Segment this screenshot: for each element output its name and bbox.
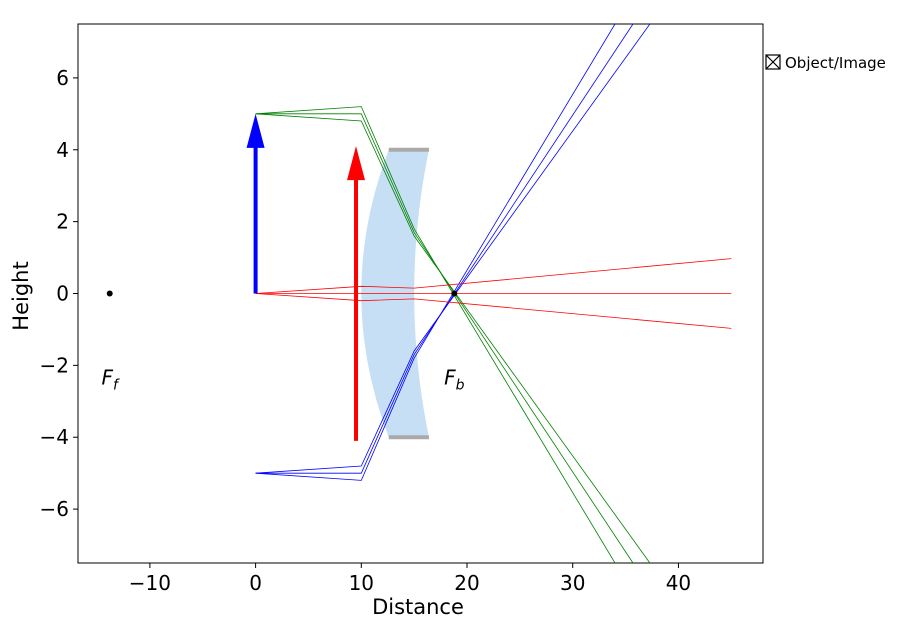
y-tick-label: 0 bbox=[56, 282, 69, 306]
image-arrow-head bbox=[347, 146, 366, 181]
focal-points: Ff Fb bbox=[101, 290, 465, 394]
ray-from-object-base-2 bbox=[255, 293, 732, 329]
ray-from-object-bottom-2 bbox=[255, 24, 651, 474]
x-axis-label: Distance bbox=[372, 595, 464, 619]
object-arrow-head bbox=[246, 113, 265, 148]
object-image-arrows bbox=[246, 113, 366, 441]
x-tick-label: 0 bbox=[249, 571, 262, 595]
y-tick-label: 2 bbox=[56, 210, 69, 234]
y-axis-label: Height bbox=[9, 261, 33, 330]
ray-from-object-top-2 bbox=[255, 113, 651, 563]
focal-point-back-dot bbox=[451, 290, 458, 297]
x-tick-label: 30 bbox=[560, 571, 585, 595]
y-ticks: −6 −4 −2 0 2 4 6 bbox=[40, 66, 78, 521]
y-tick-label: 6 bbox=[56, 66, 69, 90]
x-tick-label: 10 bbox=[349, 571, 374, 595]
legend[interactable]: Object/Image bbox=[765, 54, 886, 72]
y-tick-label: −2 bbox=[40, 353, 69, 377]
legend-label: Object/Image bbox=[785, 54, 886, 72]
ray-from-object-top-1 bbox=[255, 113, 634, 563]
x-tick-label: −10 bbox=[129, 571, 171, 595]
x-tick-label: 40 bbox=[666, 571, 691, 595]
y-tick-label: −4 bbox=[40, 425, 69, 449]
ray-from-object-bottom-1 bbox=[255, 24, 634, 474]
ray-bundles bbox=[255, 24, 732, 563]
legend-marker-icon bbox=[765, 54, 781, 70]
focal-point-front-dot bbox=[106, 290, 113, 297]
ray-from-object-top-0 bbox=[255, 106, 616, 563]
y-tick-label: −6 bbox=[40, 497, 69, 521]
focal-point-back-label: Fb bbox=[444, 366, 465, 394]
focal-point-front-label: Ff bbox=[101, 366, 120, 394]
x-tick-label: 20 bbox=[454, 571, 479, 595]
x-ticks: −10 0 10 20 30 40 bbox=[129, 563, 691, 595]
y-tick-label: 4 bbox=[56, 138, 69, 162]
ray-from-object-base-0 bbox=[255, 258, 732, 294]
ray-from-object-bottom-0 bbox=[255, 24, 616, 481]
